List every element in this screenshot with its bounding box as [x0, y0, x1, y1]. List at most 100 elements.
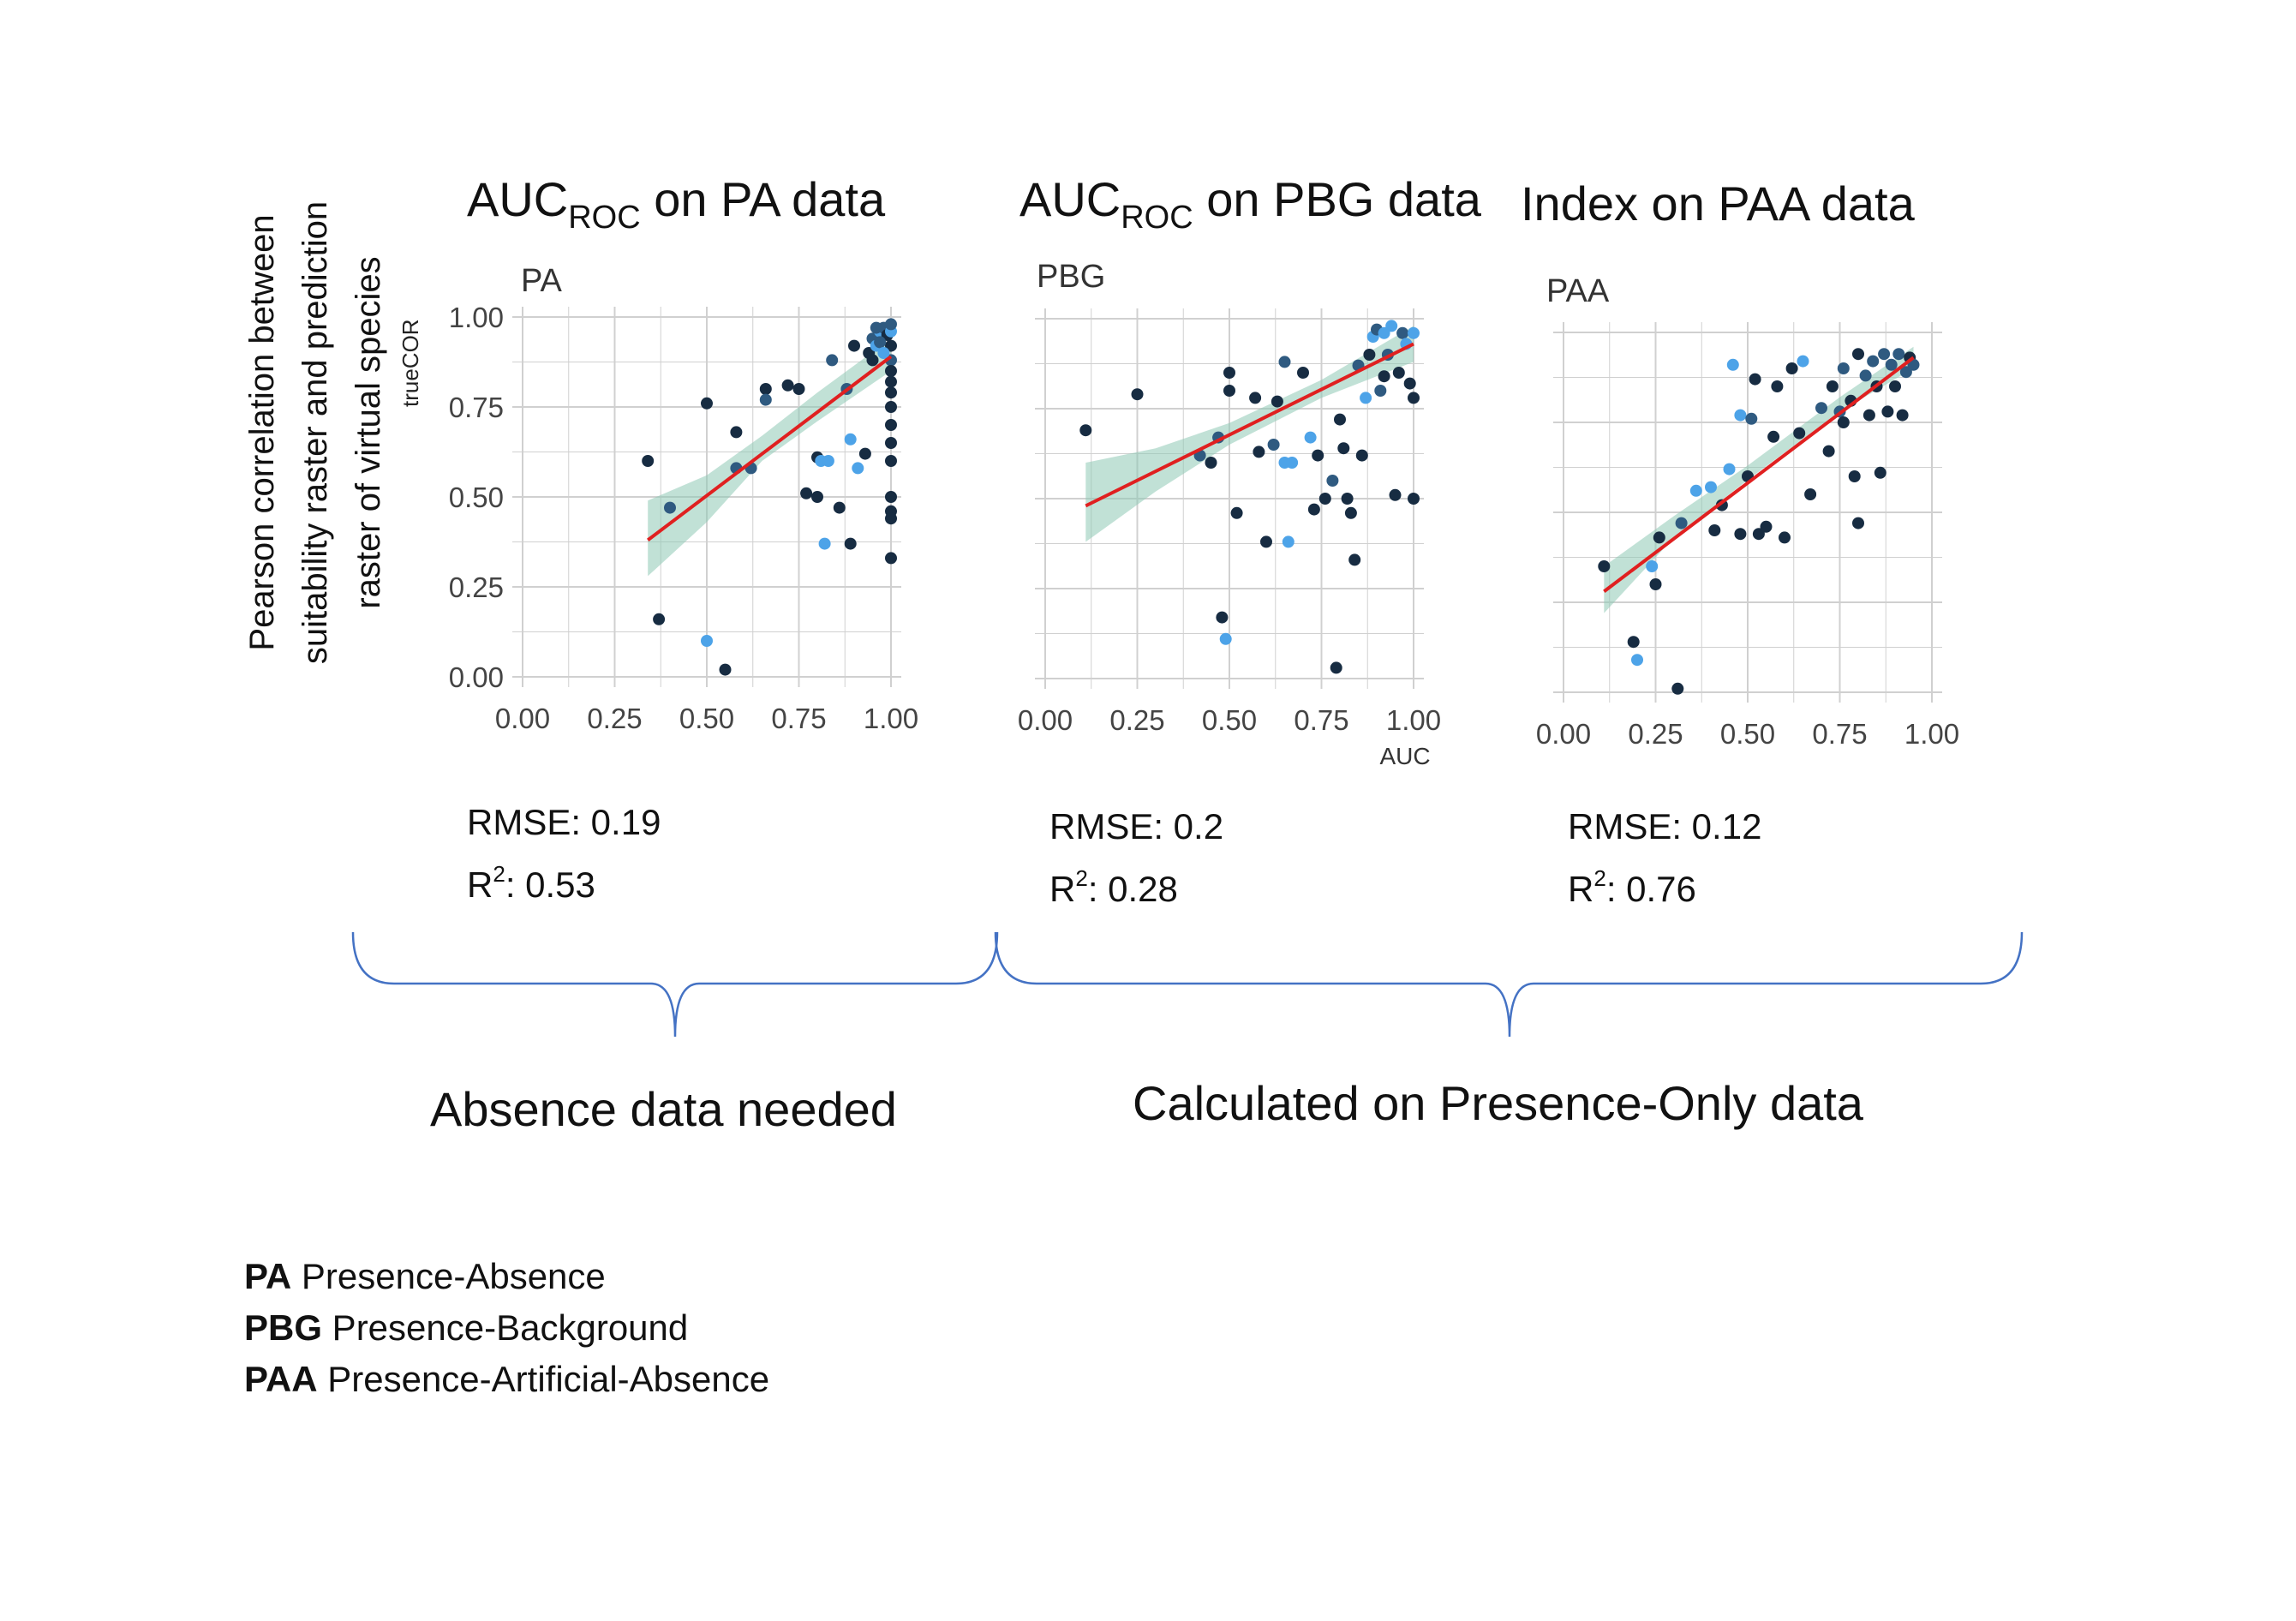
panel-heading-pa: AUCROC on PA data: [467, 172, 886, 236]
data-point: [885, 552, 897, 565]
x-tick-label: 0.50: [679, 703, 734, 734]
data-point: [1326, 475, 1339, 487]
data-point: [1734, 409, 1747, 422]
panel-heading-pbg: AUCROC on PBG data: [1019, 172, 1481, 236]
x-tick-label: 0.00: [495, 703, 550, 734]
data-point: [759, 393, 772, 406]
data-point: [1341, 493, 1354, 505]
y-tick-label: 0.25: [449, 571, 504, 603]
data-point: [1378, 370, 1390, 383]
data-point: [1271, 395, 1283, 408]
data-point: [1344, 506, 1357, 519]
data-point: [1723, 463, 1736, 476]
regression-line: [1085, 342, 1414, 508]
data-point: [1771, 380, 1784, 392]
data-point: [1297, 367, 1309, 379]
group-label-presence-only: Calculated on Presence-Only data: [1133, 1076, 1863, 1130]
x-axis-label: AUC: [1379, 743, 1430, 769]
data-point: [1649, 578, 1662, 590]
y-tick-label: 1.00: [449, 302, 504, 333]
r2-pa: R2: 0.53: [467, 861, 595, 905]
data-point: [852, 462, 864, 475]
x-tick-label: 0.75: [771, 703, 826, 734]
data-point: [1863, 409, 1875, 422]
data-point: [1249, 392, 1262, 404]
data-point: [1899, 366, 1912, 379]
data-point: [1822, 445, 1835, 458]
y-axis-title-line-2: suitability raster and prediction: [296, 200, 334, 665]
abbreviation-legend: PA Presence-Absence PBG Presence-Backgro…: [244, 1251, 769, 1405]
data-point: [1889, 380, 1901, 392]
data-point: [1307, 503, 1320, 516]
data-point: [1312, 449, 1324, 462]
data-point: [1330, 661, 1342, 674]
legend-item-pbg: PBG Presence-Background: [244, 1307, 689, 1348]
data-point: [1881, 405, 1894, 418]
data-point: [1675, 517, 1688, 529]
data-point: [1859, 369, 1872, 382]
data-point: [1408, 493, 1420, 505]
panel-heading-paa: Index on PAA data: [1521, 176, 1915, 230]
data-point: [1389, 488, 1402, 501]
scatter-chart-pa: PA trueCOR 0.00 0.25 0.50 0.75 1.00 0.00 0.25 0.5…: [398, 263, 918, 734]
data-point: [1598, 560, 1611, 572]
data-point: [1385, 320, 1398, 332]
data-point: [1752, 528, 1765, 541]
data-point: [701, 397, 713, 410]
data-point: [1689, 484, 1702, 497]
data-point: [1705, 481, 1717, 493]
data-point: [1223, 385, 1235, 397]
rmse-paa: RMSE: 0.12: [1568, 806, 1762, 846]
data-point: [870, 321, 882, 334]
y-tick-label: 0.00: [449, 661, 504, 693]
data-point: [844, 433, 857, 446]
data-point: [885, 419, 897, 431]
r2-pbg: R2: 0.28: [1049, 865, 1178, 909]
x-tick-label: 0.50: [1202, 704, 1257, 736]
data-point: [1760, 520, 1773, 533]
data-point: [1337, 442, 1350, 455]
data-point: [1793, 427, 1806, 440]
data-point: [1216, 611, 1229, 624]
data-point: [885, 318, 897, 331]
data-point: [1396, 326, 1409, 339]
data-point: [822, 455, 834, 467]
data-point: [1230, 506, 1243, 519]
data-point: [1334, 413, 1346, 426]
x-tick-label: 0.00: [1018, 704, 1073, 736]
data-point: [800, 487, 813, 499]
data-point: [1079, 424, 1092, 437]
data-point: [1408, 326, 1420, 339]
regression-line: [646, 355, 893, 541]
data-point: [874, 336, 887, 349]
data-point: [1878, 348, 1891, 361]
x-tick-label: 0.25: [1109, 704, 1164, 736]
data-point: [1826, 380, 1839, 392]
data-point: [1734, 528, 1747, 541]
x-tick-label: 0.75: [1294, 704, 1348, 736]
data-point: [1892, 348, 1905, 361]
data-point: [1378, 326, 1390, 339]
data-point: [1131, 388, 1144, 401]
data-point: [1885, 358, 1898, 371]
confidence-band: [1085, 326, 1414, 542]
data-point: [1392, 367, 1405, 379]
confidence-band: [648, 338, 891, 577]
data-point: [1631, 654, 1643, 667]
data-point: [826, 354, 839, 367]
data-point: [781, 379, 794, 392]
data-point: [885, 375, 897, 388]
data-point: [811, 491, 823, 503]
brace-presence-only: [994, 931, 2024, 1038]
data-point: [664, 501, 676, 514]
data-point: [1360, 392, 1372, 404]
data-point: [1797, 355, 1809, 368]
data-point: [1804, 488, 1817, 500]
data-point: [885, 365, 897, 377]
data-point: [1779, 531, 1791, 544]
x-tick-label: 0.25: [1628, 718, 1683, 750]
data-point: [1896, 409, 1909, 422]
data-point: [1286, 457, 1299, 469]
data-point: [1348, 553, 1361, 566]
data-point: [653, 613, 666, 625]
